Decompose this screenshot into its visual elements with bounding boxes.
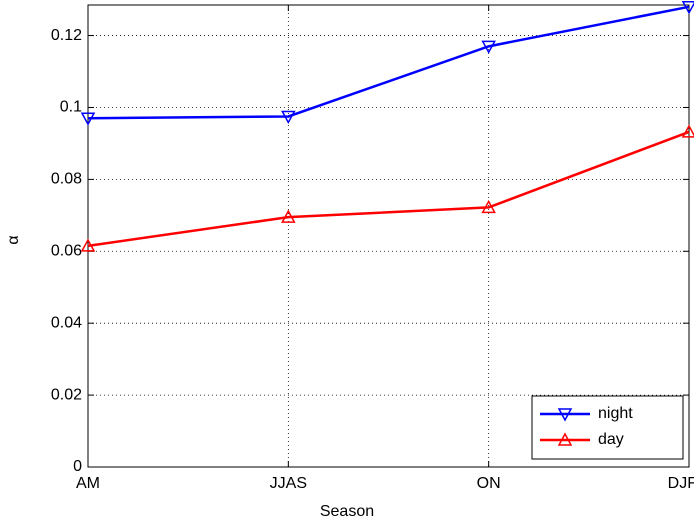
y-tick-label: 0	[73, 458, 82, 475]
x-axis-label: Season	[320, 503, 374, 520]
y-tick-label: 0.06	[51, 242, 82, 259]
legend-box	[531, 395, 684, 460]
y-tick-label: 0.04	[51, 314, 82, 331]
y-axis-label: α	[5, 235, 22, 244]
series-line	[87, 5, 690, 120]
y-tick-label: 0.02	[51, 386, 82, 403]
x-tick-label: DJFM	[668, 475, 694, 492]
marker	[681, 1, 694, 15]
legend-label: night	[598, 405, 633, 422]
legend-marker	[557, 432, 573, 446]
marker	[681, 124, 694, 138]
y-tick-label: 0.1	[60, 99, 82, 116]
marker	[281, 110, 296, 125]
marker	[281, 209, 296, 223]
marker	[481, 40, 496, 54]
x-tick-label: JJAS	[270, 475, 307, 492]
y-tick-label: 0.12	[51, 27, 82, 44]
x-tick-label: ON	[477, 475, 501, 492]
marker	[481, 199, 496, 214]
x-tick-label: AM	[76, 475, 100, 492]
legend-label: day	[598, 431, 624, 448]
series-line	[87, 130, 690, 248]
marker	[80, 238, 96, 252]
y-tick-label: 0.08	[51, 171, 82, 188]
plot-frame	[87, 4, 690, 468]
legend-marker	[557, 408, 573, 422]
marker	[80, 112, 96, 126]
